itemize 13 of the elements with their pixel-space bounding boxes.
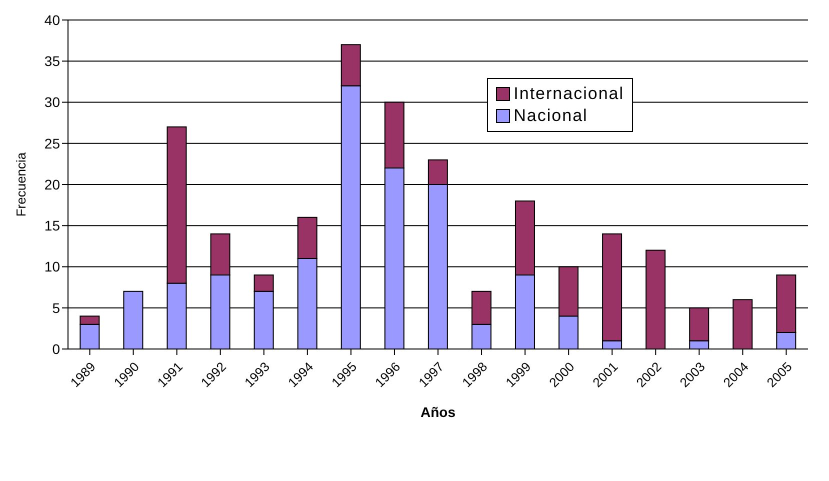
- y-axis-title: Frecuencia: [14, 152, 29, 217]
- y-tick-label: 25: [44, 135, 60, 152]
- legend-label: Nacional: [514, 105, 588, 127]
- y-tick-label: 40: [44, 12, 60, 28]
- y-tick-label: 0: [52, 340, 60, 357]
- x-axis-title: Años: [420, 404, 456, 420]
- y-tick-label: 30: [44, 94, 60, 110]
- y-tick-label: 20: [44, 176, 60, 192]
- y-tick-label: 5: [52, 300, 60, 316]
- y-tick-label: 15: [44, 218, 60, 234]
- legend-label: Internacional: [514, 83, 624, 105]
- y-tick-label: 10: [44, 258, 60, 275]
- y-tick-label: 35: [44, 53, 60, 70]
